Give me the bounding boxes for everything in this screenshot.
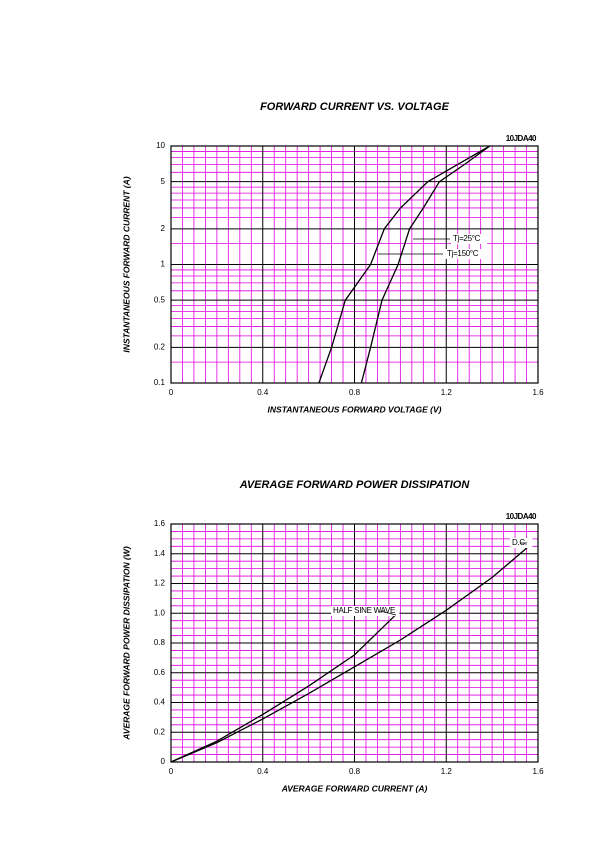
series-annotation: Tj=25°C bbox=[453, 234, 481, 243]
annotation-bg bbox=[445, 249, 486, 259]
y-tick-label: 0.1 bbox=[154, 378, 166, 387]
x-tick-label: 0 bbox=[169, 767, 174, 776]
y-tick-label: 0.4 bbox=[154, 698, 166, 707]
x-axis-label: AVERAGE FORWARD CURRENT (A) bbox=[281, 783, 428, 793]
x-tick-label: 0.8 bbox=[349, 767, 361, 776]
plot-frame bbox=[170, 145, 539, 384]
series-annotation: Tj=150°C bbox=[447, 249, 479, 258]
plot-frame bbox=[170, 523, 539, 763]
x-tick-label: 1.6 bbox=[532, 388, 544, 397]
y-tick-label: 0.8 bbox=[154, 638, 166, 647]
y-tick-label: 2 bbox=[161, 224, 166, 233]
y-tick-label: 0.5 bbox=[154, 295, 166, 304]
series-annotation: HALF SINE WAVE bbox=[333, 606, 395, 615]
y-tick-label: 1.4 bbox=[154, 549, 166, 558]
y-tick-label: 0.6 bbox=[154, 668, 166, 677]
series-annotation: D.C. bbox=[512, 538, 527, 547]
x-tick-label: 1.6 bbox=[532, 767, 544, 776]
y-axis-label: AVERAGE FORWARD POWER DISSIPATION (W) bbox=[121, 546, 131, 741]
x-tick-label: 1.2 bbox=[441, 388, 453, 397]
x-tick-label: 0.8 bbox=[349, 388, 361, 397]
series-line bbox=[170, 545, 530, 763]
x-axis-label: INSTANTANEOUS FORWARD VOLTAGE (V) bbox=[268, 404, 442, 414]
chart-title: AVERAGE FORWARD POWER DISSIPATION bbox=[239, 479, 471, 491]
model-label: 10JDA40 bbox=[506, 512, 537, 521]
annotation-bg bbox=[331, 606, 400, 616]
series-line bbox=[360, 145, 491, 384]
chart-title: FORWARD CURRENT VS. VOLTAGE bbox=[260, 101, 450, 113]
x-tick-label: 0.4 bbox=[257, 767, 269, 776]
y-tick-label: 10 bbox=[156, 141, 165, 150]
y-tick-label: 1.2 bbox=[154, 579, 166, 588]
series-line bbox=[170, 614, 397, 763]
x-tick-label: 0 bbox=[169, 388, 174, 397]
x-tick-label: 1.2 bbox=[441, 767, 453, 776]
series-line bbox=[318, 145, 491, 384]
y-tick-label: 1.6 bbox=[154, 519, 166, 528]
y-tick-label: 5 bbox=[161, 177, 166, 186]
y-tick-label: 1 bbox=[161, 260, 166, 269]
annotation-bg bbox=[451, 234, 488, 244]
y-tick-label: 0.2 bbox=[154, 342, 166, 351]
y-tick-label: 0 bbox=[161, 757, 166, 766]
x-tick-label: 0.4 bbox=[257, 388, 269, 397]
annotation-leader bbox=[379, 610, 397, 616]
model-label: 10JDA40 bbox=[506, 134, 537, 143]
y-tick-label: 1.0 bbox=[154, 608, 166, 617]
y-tick-label: 0.2 bbox=[154, 727, 166, 736]
y-axis-label: INSTANTANEOUS FORWARD CURRENT (A) bbox=[121, 176, 131, 352]
